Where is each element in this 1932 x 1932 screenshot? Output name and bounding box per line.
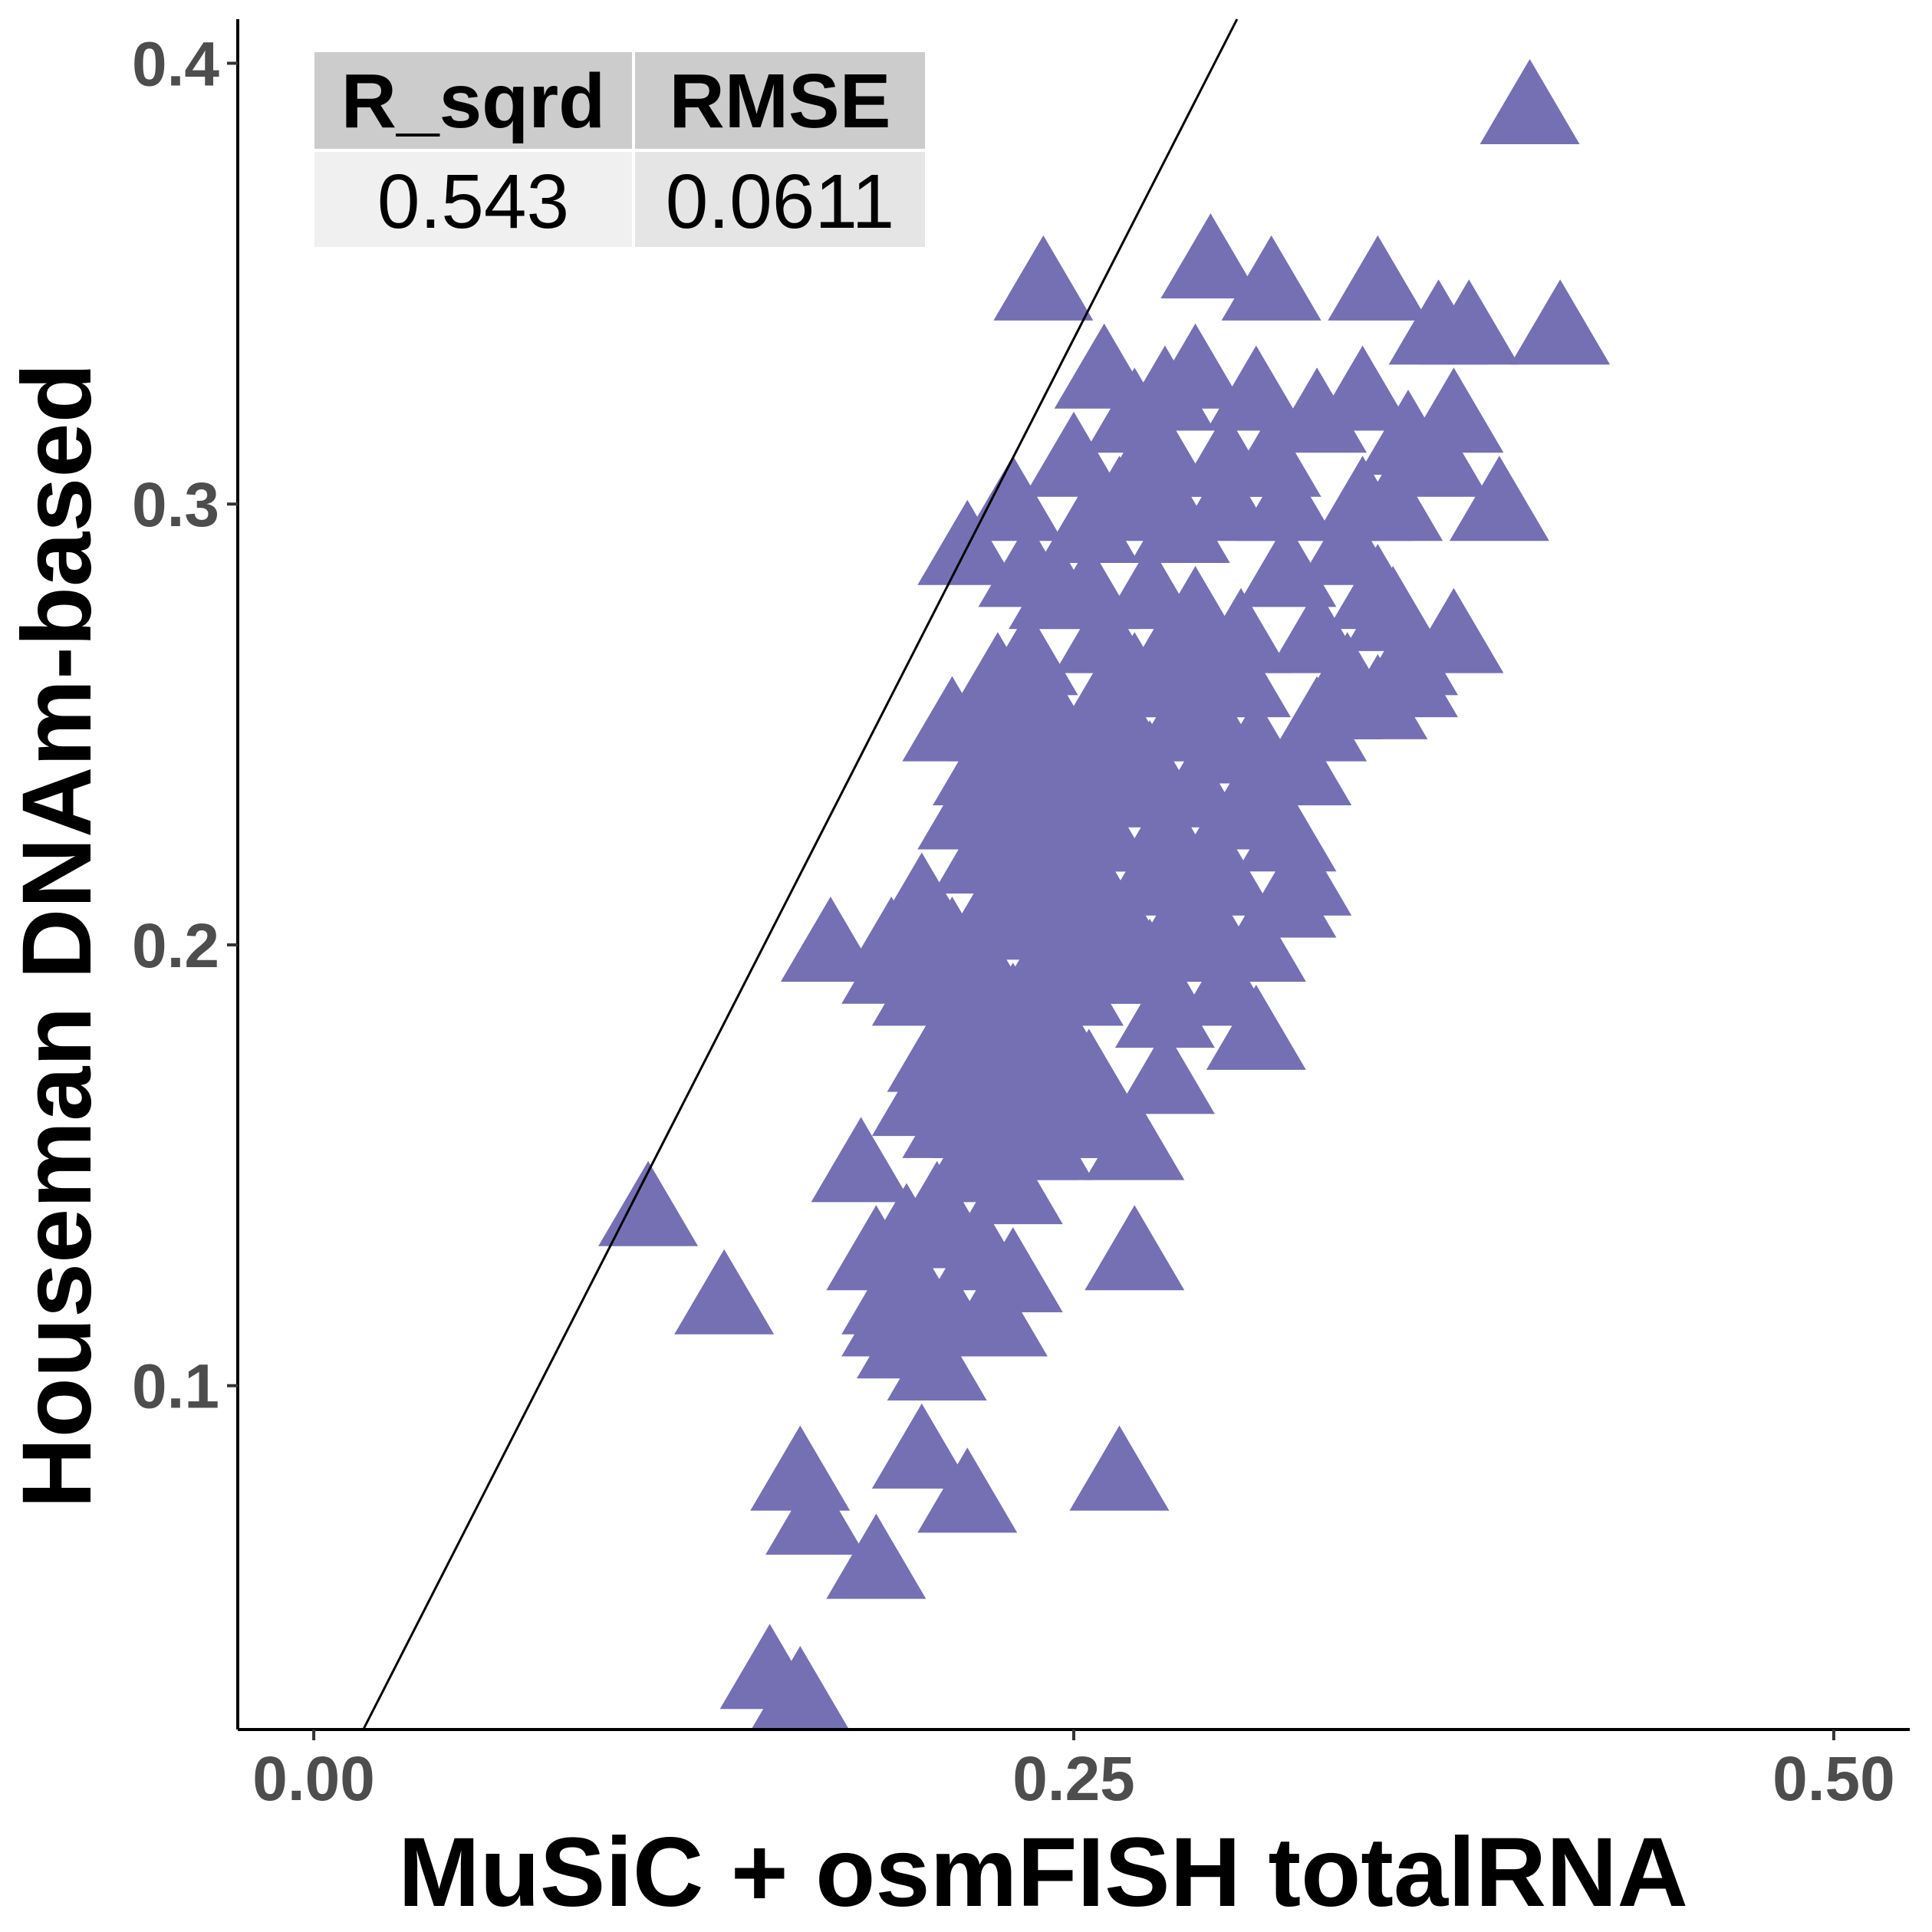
data-point bbox=[1160, 213, 1261, 299]
x-axis-title: MuSiC + osmFISH totalRNA bbox=[398, 1818, 1688, 1927]
data-point bbox=[871, 1403, 972, 1489]
data-point bbox=[1084, 698, 1185, 784]
data-point bbox=[871, 1051, 972, 1137]
data-point bbox=[917, 499, 1018, 585]
data-point bbox=[1009, 918, 1109, 1004]
data-point bbox=[1100, 544, 1200, 630]
data-point bbox=[993, 235, 1094, 321]
data-point bbox=[947, 852, 1048, 938]
data-point bbox=[902, 676, 1002, 762]
data-point bbox=[1084, 1205, 1185, 1291]
x-tick-label: 0.00 bbox=[252, 1744, 375, 1814]
table-header-cell bbox=[635, 52, 925, 149]
data-point bbox=[1206, 742, 1306, 828]
data-point bbox=[1479, 58, 1580, 144]
data-point bbox=[963, 1139, 1063, 1225]
data-point bbox=[1160, 676, 1261, 762]
data-point bbox=[1038, 830, 1139, 916]
y-tick-label: 0.3 bbox=[132, 470, 219, 540]
data-point bbox=[1009, 984, 1109, 1070]
x-ticks: 0.00 0.25 0.50 bbox=[252, 1730, 1895, 1814]
data-point bbox=[1343, 565, 1443, 651]
data-point bbox=[963, 456, 1063, 541]
data-point bbox=[841, 918, 942, 1004]
data-point bbox=[1449, 456, 1549, 541]
data-point bbox=[750, 1646, 851, 1732]
data-point bbox=[1328, 653, 1428, 739]
data-point bbox=[1328, 235, 1428, 321]
data-point bbox=[978, 610, 1078, 696]
data-point bbox=[1206, 345, 1306, 431]
stats-table: R_sqrd RMSE 0.543 0.0611 bbox=[314, 52, 925, 247]
data-point bbox=[674, 1249, 775, 1335]
data-point bbox=[1267, 676, 1368, 762]
x-tick-label: 0.25 bbox=[1012, 1744, 1135, 1814]
data-point bbox=[1312, 456, 1413, 541]
data-point bbox=[1388, 411, 1489, 497]
data-point bbox=[933, 808, 1033, 894]
data-point bbox=[1206, 984, 1306, 1070]
data-point bbox=[1221, 235, 1321, 321]
data-point bbox=[811, 1117, 911, 1203]
data-point bbox=[1114, 963, 1215, 1048]
table-header-cell bbox=[314, 52, 632, 149]
data-point bbox=[978, 522, 1078, 607]
table-header-rmse: RMSE bbox=[670, 58, 891, 144]
data-point bbox=[1221, 411, 1321, 497]
data-point bbox=[1236, 522, 1337, 607]
data-point bbox=[1069, 456, 1170, 541]
data-point bbox=[826, 1513, 927, 1599]
x-tick-label: 0.50 bbox=[1772, 1744, 1895, 1814]
data-point bbox=[902, 896, 1002, 982]
data-point bbox=[1267, 367, 1368, 453]
data-point bbox=[887, 1315, 987, 1400]
y-tick-label: 0.2 bbox=[132, 911, 219, 981]
data-point bbox=[598, 1160, 699, 1246]
data-point bbox=[841, 1271, 942, 1357]
data-point bbox=[917, 1447, 1018, 1533]
fit-line bbox=[362, 18, 1239, 1730]
table-value-cell bbox=[314, 152, 632, 247]
data-point bbox=[947, 1271, 1048, 1357]
data-point bbox=[963, 1227, 1063, 1313]
data-point bbox=[765, 1470, 866, 1555]
data-point bbox=[1388, 279, 1489, 365]
data-point bbox=[1160, 896, 1261, 982]
table-header-r-sqrd: R_sqrd bbox=[341, 58, 606, 144]
table-value-cell bbox=[635, 152, 925, 247]
data-point bbox=[1069, 1425, 1170, 1511]
data-point bbox=[917, 1029, 1018, 1114]
table-value-rmse: 0.0611 bbox=[666, 159, 894, 245]
data-point bbox=[1114, 1029, 1215, 1114]
data-point bbox=[1176, 830, 1276, 916]
points-layer bbox=[598, 58, 1611, 1732]
y-tick-label: 0.1 bbox=[132, 1352, 219, 1422]
data-point bbox=[1114, 610, 1215, 696]
data-point bbox=[1191, 587, 1291, 673]
y-axis-title: Houseman DNAm-based bbox=[2, 363, 112, 1509]
data-point bbox=[1054, 323, 1154, 409]
data-point bbox=[1024, 411, 1124, 497]
data-point bbox=[1252, 830, 1352, 916]
y-tick-label: 0.4 bbox=[132, 29, 219, 99]
data-point bbox=[1510, 279, 1611, 365]
y-ticks: 0.1 0.2 0.3 0.4 bbox=[132, 29, 238, 1422]
data-point bbox=[1024, 1072, 1124, 1158]
data-point bbox=[1130, 477, 1230, 563]
table-value-r-sqrd: 0.543 bbox=[377, 159, 569, 245]
